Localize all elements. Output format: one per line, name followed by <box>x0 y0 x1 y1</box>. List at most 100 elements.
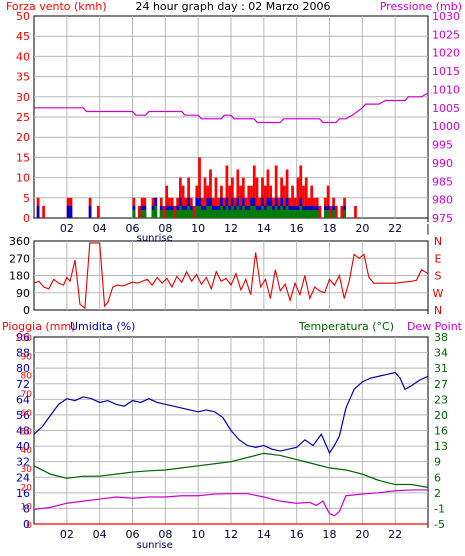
y-tick-label: 88 <box>16 347 30 360</box>
wind_speed-bar <box>334 205 338 218</box>
compass-label: W <box>433 287 444 300</box>
wind_speed-bar <box>255 177 259 218</box>
y2-tick-label: -1 <box>434 502 445 515</box>
wind_avg-bar <box>209 205 212 218</box>
x-tick-label: 02 <box>60 528 74 541</box>
wind_speed-bar <box>173 205 177 218</box>
wind_avg-bar <box>198 205 201 218</box>
wind_avg-bar <box>165 209 169 218</box>
y-tick-label: 20 <box>16 131 30 144</box>
wind_avg-bar <box>132 209 136 218</box>
y-tick-label: 96 <box>16 331 30 344</box>
wind_speed-bar <box>239 185 242 218</box>
wind_avg-bar <box>307 209 311 218</box>
x-tick-label: 06 <box>126 222 140 235</box>
wind_speed-bar <box>354 205 357 218</box>
wind_avg-bar <box>233 209 237 218</box>
rain-axis-title: Pioggia (mm) <box>2 320 75 333</box>
y-tick-label-rain: 40 <box>21 446 33 456</box>
wind_avg-bar <box>263 209 267 218</box>
wind_avg-bar <box>154 205 158 218</box>
wind_avg-bar <box>304 209 308 218</box>
x-tick-label: 04 <box>93 222 107 235</box>
wind_avg-bar <box>313 209 316 218</box>
wind_gust-bar <box>36 205 40 218</box>
x-tick-label: 22 <box>388 222 402 235</box>
y-tick-label-rain: 50 <box>21 428 33 438</box>
sunrise-label: sunrise <box>137 540 173 551</box>
wind_avg-bar <box>159 209 163 218</box>
wind_avg-bar <box>343 209 346 218</box>
y-tick-label: 35 <box>16 71 30 84</box>
sunrise-label: sunrise <box>137 233 173 244</box>
wind_avg-bar <box>315 209 319 218</box>
y2-tick-label: 16 <box>434 425 448 438</box>
wind_avg-bar <box>293 209 297 218</box>
y-tick-label-rain: 30 <box>21 465 33 475</box>
x-tick-label: 20 <box>355 528 369 541</box>
y-tick-label: 10 <box>16 172 30 185</box>
dew-point-axis-title: Dew Point <box>407 320 463 333</box>
y-tick-label: 24 <box>16 471 30 484</box>
y-tick-label: 25 <box>16 111 30 124</box>
wind_gust-bar <box>88 205 92 218</box>
wind_speed-bar <box>209 169 212 218</box>
wind_speed-bar <box>302 185 305 218</box>
wind-direction-line <box>33 242 429 310</box>
y-tick-label: 40 <box>16 50 30 63</box>
y-tick-label: 0 <box>23 304 30 317</box>
wind_avg-bar <box>272 209 275 218</box>
wind_avg-bar <box>206 205 210 218</box>
y-tick-label: 40 <box>16 440 30 453</box>
x-tick-label: 10 <box>191 222 205 235</box>
x-tick-label: 14 <box>257 222 271 235</box>
wind_speed-bar <box>96 205 100 218</box>
wind_gust-bar <box>66 205 70 218</box>
x-tick-label: 10 <box>191 528 205 541</box>
y2-tick-label: 975 <box>432 212 453 225</box>
wind_avg-bar <box>277 209 281 218</box>
wind_speed-bar <box>181 185 185 218</box>
wind_avg-bar <box>250 205 253 218</box>
y2-tick-label: 985 <box>432 175 453 188</box>
wind_speed-bar <box>326 185 330 218</box>
wind_speed-bar <box>165 185 169 218</box>
y-tick-label-rain: 70 <box>21 390 33 400</box>
y2-tick-label: 980 <box>432 194 453 207</box>
y-tick-label-rain: 20 <box>21 484 33 494</box>
y2-tick-label: 990 <box>432 157 453 170</box>
wind_speed-bar <box>285 169 289 218</box>
x-tick-label: 22 <box>388 528 402 541</box>
wind_avg-bar <box>211 209 215 218</box>
y-tick-label: 32 <box>16 456 30 469</box>
y-tick-label: 90 <box>16 287 30 300</box>
wind_avg-bar <box>217 209 221 218</box>
humidity-line <box>33 371 429 455</box>
compass-label: N <box>434 235 442 248</box>
wind_speed-bar <box>137 205 141 218</box>
wind_speed-bar <box>42 205 45 218</box>
wind_speed-bar <box>214 177 218 218</box>
wind_avg-bar <box>179 205 182 218</box>
wind_speed-bar <box>228 185 231 218</box>
wind_avg-bar <box>266 205 270 218</box>
x-tick-label: 04 <box>93 528 107 541</box>
x-tick-label: 18 <box>323 222 337 235</box>
y-tick-label: 360 <box>9 235 30 248</box>
wind_speed-bar <box>192 205 196 218</box>
wind_avg-bar <box>236 205 240 218</box>
dew_point-line <box>33 489 428 517</box>
y2-tick-label: 34 <box>434 347 448 360</box>
y-tick-label: 56 <box>16 409 30 422</box>
compass-label: E <box>435 252 442 265</box>
wind_avg-bar <box>187 205 190 218</box>
y2-tick-label: 20 <box>434 409 448 422</box>
y2-tick-label: 1030 <box>432 10 460 23</box>
y-tick-label: 16 <box>16 487 30 500</box>
y2-tick-label: 23 <box>434 393 448 406</box>
wind_avg-bar <box>326 209 330 218</box>
y2-tick-label: -5 <box>434 518 445 531</box>
wind_speed-bar <box>296 177 300 218</box>
x-tick-label: 12 <box>224 222 238 235</box>
